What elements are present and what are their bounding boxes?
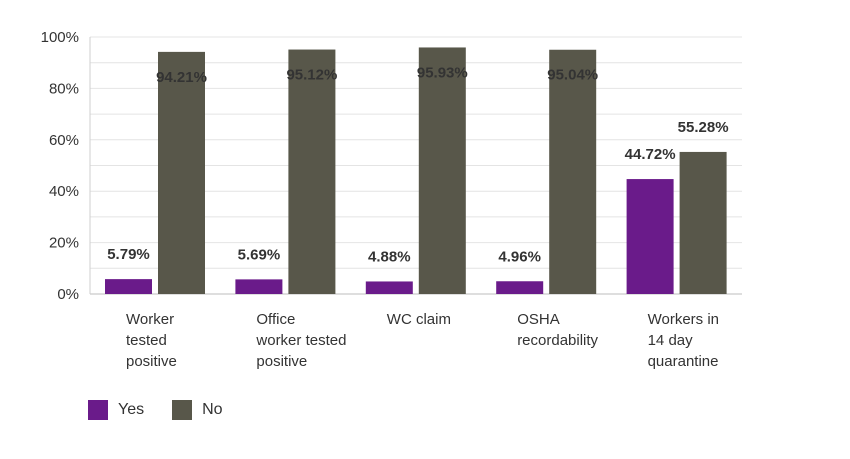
- category-label: tested: [126, 332, 167, 349]
- bar-yes: [235, 279, 283, 294]
- category-label: positive: [256, 353, 307, 370]
- y-tick-label: 0%: [57, 286, 79, 303]
- category-labels: Worker tested positive Office worker tested p…: [126, 311, 719, 370]
- bars: [105, 47, 727, 295]
- legend-label-no: No: [202, 401, 223, 418]
- y-tick-label: 20%: [49, 235, 79, 252]
- legend-swatch-yes: [88, 400, 108, 420]
- data-labels: 5.79% 94.21% 5.69% 95.12% 4.88% 95.93% 4.96% 95…: [107, 64, 728, 265]
- y-tick-label: 100%: [41, 29, 79, 46]
- bar-no: [549, 49, 597, 295]
- data-label-no: 94.21%: [156, 69, 207, 86]
- category-label: OSHA: [517, 311, 560, 328]
- data-label-yes: 4.88%: [368, 248, 411, 265]
- legend-item-yes: Yes: [88, 400, 144, 420]
- y-tick-label: 80%: [49, 80, 79, 97]
- bar-chart: 0% 20% 40% 60% 80% 100% 5.79% 94.21% 5.69% 95.12…: [41, 29, 742, 370]
- data-label-no: 95.12%: [286, 67, 337, 84]
- data-label-yes: 44.72%: [625, 146, 676, 163]
- category-label: Office: [256, 311, 295, 328]
- bar-yes: [365, 281, 413, 294]
- bar-no: [158, 51, 205, 295]
- category-label: 14 day: [648, 332, 694, 349]
- legend-label-yes: Yes: [118, 401, 145, 418]
- bar-yes: [105, 279, 152, 294]
- y-tick-label: 40%: [49, 183, 79, 200]
- bar-yes: [626, 179, 674, 294]
- category-label: positive: [126, 353, 177, 370]
- category-label: worker tested: [255, 332, 346, 349]
- y-axis-ticks: 0% 20% 40% 60% 80% 100%: [41, 29, 79, 303]
- category-label: quarantine: [648, 353, 719, 370]
- data-label-no: 95.93%: [417, 64, 468, 81]
- y-tick-label: 60%: [49, 132, 79, 149]
- legend-item-no: No: [172, 400, 223, 420]
- category-label: Workers in: [648, 311, 719, 328]
- data-label-no: 55.28%: [678, 119, 729, 136]
- data-label-yes: 5.69%: [238, 246, 281, 263]
- legend: Yes No: [88, 400, 223, 420]
- data-label-no: 95.04%: [547, 67, 598, 84]
- bar-yes: [496, 281, 544, 294]
- bar-no: [288, 49, 336, 295]
- data-label-yes: 4.96%: [498, 248, 541, 265]
- category-label: recordability: [517, 332, 598, 349]
- data-label-yes: 5.79%: [107, 246, 150, 263]
- category-label: Worker: [126, 311, 174, 328]
- legend-swatch-no: [172, 400, 193, 420]
- bar-no: [418, 47, 466, 294]
- category-label: WC claim: [387, 311, 451, 328]
- bar-no: [679, 151, 727, 294]
